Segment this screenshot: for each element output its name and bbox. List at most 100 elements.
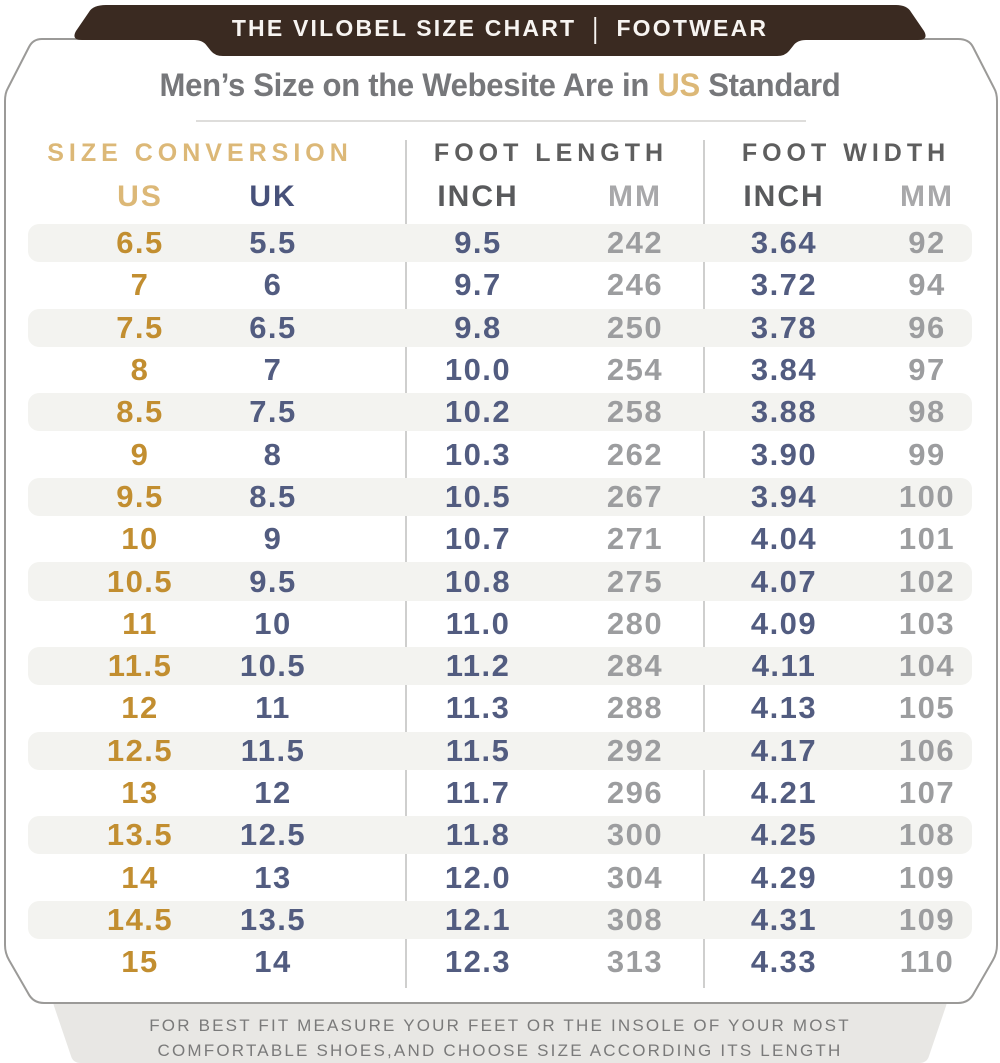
column-header-us: US	[117, 180, 163, 213]
cell-length-mm: 258	[606, 394, 664, 430]
table-row: 12.5 11.5 11.5 292 4.17 106	[0, 730, 1000, 772]
cell-length-inch: 11.3	[445, 690, 511, 726]
cell-width-mm: 110	[899, 944, 955, 980]
cell-uk: 13	[254, 859, 292, 895]
cell-us: 7.5	[116, 309, 164, 345]
cell-uk: 9	[263, 521, 283, 557]
cell-width-mm: 109	[898, 901, 956, 937]
cell-length-mm: 250	[606, 309, 664, 345]
cell-width-inch: 4.04	[750, 521, 818, 557]
column-header-width-inch: INCH	[743, 180, 825, 213]
cell-length-mm: 300	[606, 817, 664, 853]
cell-uk: 12	[254, 775, 292, 810]
cell-uk: 10.5	[239, 648, 307, 684]
banner-shape	[74, 5, 926, 56]
column-header-length-inch: INCH	[437, 180, 519, 213]
table-row: 8 7 10.0 254 3.84 97	[0, 349, 1000, 391]
cell-width-inch: 4.29	[750, 859, 818, 895]
cell-width-inch: 4.31	[750, 901, 818, 937]
cell-length-inch: 10.8	[444, 563, 512, 599]
cell-width-mm: 101	[898, 521, 956, 557]
cell-length-inch: 9.8	[454, 309, 502, 345]
cell-width-mm: 94	[908, 267, 946, 303]
cell-length-inch: 12.0	[444, 859, 512, 895]
column-header-width-mm: MM	[900, 180, 954, 213]
cell-width-inch: 3.78	[750, 309, 818, 345]
cell-us: 13	[121, 775, 159, 810]
cell-length-mm: 308	[606, 901, 664, 937]
cell-uk: 12.5	[239, 817, 307, 853]
cell-uk: 7.5	[249, 394, 297, 430]
fit-note-line1: FOR BEST FIT MEASURE YOUR FEET OR THE IN…	[149, 1016, 851, 1035]
table-row: 9.5 8.5 10.5 267 3.94 100	[0, 476, 1000, 518]
page-title: Men’s Size on the Webesite Are in US Sta…	[15, 67, 985, 104]
banner: THE VILOBEL SIZE CHART | FOOTWEAR	[0, 12, 1000, 45]
cell-uk: 5.5	[249, 225, 297, 261]
cell-width-inch: 3.94	[750, 478, 818, 514]
cell-width-mm: 108	[898, 817, 956, 853]
cell-length-inch: 10.7	[444, 521, 512, 557]
cell-uk: 9.5	[249, 563, 297, 599]
cell-width-mm: 109	[898, 859, 956, 895]
title-suffix: Standard	[699, 67, 841, 103]
cell-length-mm: 254	[606, 352, 664, 388]
cell-us: 14	[121, 859, 159, 895]
cell-width-mm: 98	[908, 394, 946, 430]
cell-width-inch: 3.84	[750, 352, 818, 388]
cell-width-inch: 4.07	[750, 563, 818, 599]
cell-uk: 11.5	[240, 732, 306, 768]
cell-width-inch: 4.09	[750, 605, 818, 641]
cell-length-inch: 11.2	[445, 648, 511, 684]
cell-width-inch: 3.72	[750, 267, 818, 303]
fit-note: FOR BEST FIT MEASURE YOUR FEET OR THE IN…	[0, 1013, 1000, 1063]
cell-us: 8.5	[116, 394, 164, 430]
banner-title: THE VILOBEL SIZE CHART	[231, 15, 577, 41]
cell-width-inch: 4.21	[750, 775, 818, 810]
cell-length-mm: 246	[606, 267, 664, 303]
cell-width-mm: 107	[898, 775, 956, 810]
table-row: 11.5 10.5 11.2 284 4.11 104	[0, 645, 1000, 687]
cell-us: 15	[121, 944, 159, 980]
cell-width-mm: 92	[908, 225, 946, 261]
header-foot-length: FOOT LENGTH	[433, 139, 669, 167]
cell-width-mm: 105	[898, 690, 956, 726]
cell-us: 11	[122, 605, 158, 641]
cell-length-inch: 10.2	[444, 394, 512, 430]
table-rows: 6.5 5.5 9.5 242 3.64 92 7 6 9.7 246 3.72 94 7.5 6.5 9.…	[0, 222, 1000, 983]
cell-length-mm: 262	[606, 436, 664, 472]
cell-uk: 8	[263, 436, 283, 472]
cell-length-mm: 271	[606, 521, 664, 557]
cell-length-mm: 284	[606, 648, 664, 684]
table-row: 10.5 9.5 10.8 275 4.07 102	[0, 560, 1000, 602]
cell-width-inch: 4.25	[750, 817, 818, 853]
cell-length-inch: 11.8	[445, 817, 511, 853]
cell-us: 14.5	[106, 901, 174, 937]
cell-length-mm: 304	[606, 859, 664, 895]
cell-length-inch: 9.5	[454, 225, 502, 261]
cell-length-inch: 9.7	[454, 267, 502, 303]
table-row: 12 11 11.3 288 4.13 105	[0, 687, 1000, 729]
cell-uk: 14	[254, 944, 292, 980]
cell-uk: 10	[254, 605, 292, 641]
cell-width-mm: 99	[908, 436, 946, 472]
cell-length-mm: 280	[606, 605, 664, 641]
table-row: 13.5 12.5 11.8 300 4.25 108	[0, 814, 1000, 856]
cell-length-inch: 11.0	[445, 605, 511, 641]
cell-length-mm: 242	[606, 225, 664, 261]
cell-width-mm: 100	[898, 478, 956, 514]
cell-width-mm: 104	[898, 648, 956, 684]
cell-length-inch: 11.7	[445, 775, 511, 810]
cell-width-mm: 102	[898, 563, 956, 599]
cell-uk: 13.5	[239, 901, 307, 937]
cell-us: 11.5	[107, 648, 173, 684]
banner-category: FOOTWEAR	[616, 15, 769, 41]
cell-length-mm: 288	[606, 690, 664, 726]
title-highlight: US	[657, 67, 700, 103]
cell-width-mm: 106	[898, 732, 956, 768]
banner-separator: |	[592, 11, 601, 45]
cell-width-inch: 4.11	[751, 648, 817, 684]
cell-length-inch: 12.3	[444, 944, 512, 980]
cell-length-mm: 267	[606, 478, 664, 514]
cell-us: 10.5	[106, 563, 174, 599]
